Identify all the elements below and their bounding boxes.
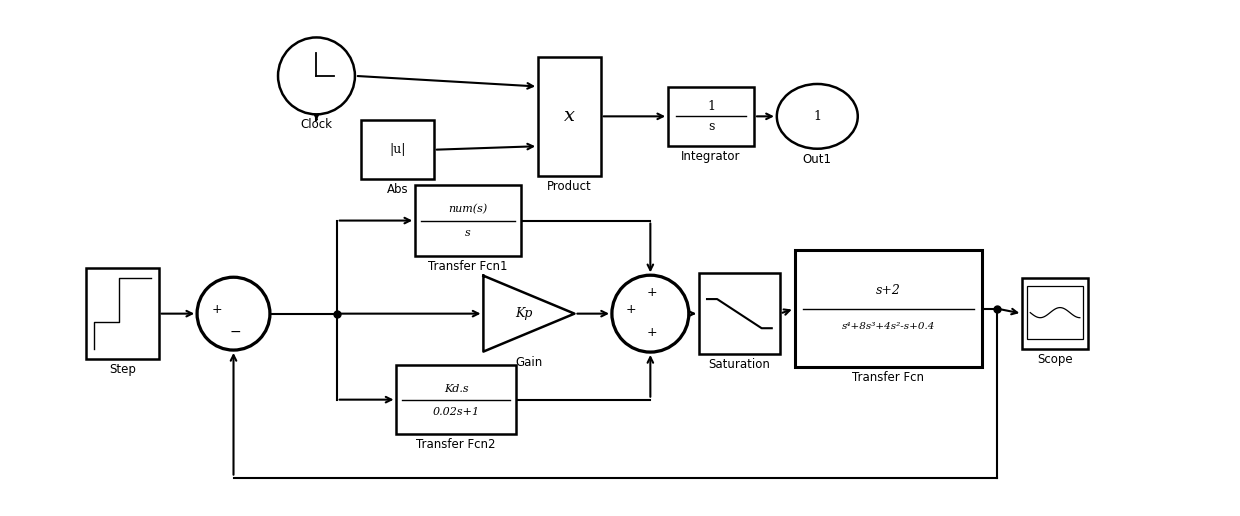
Text: 1: 1 — [813, 110, 821, 123]
Text: 1: 1 — [707, 100, 715, 112]
Text: s: s — [708, 120, 714, 133]
Bar — [361, 120, 434, 179]
Text: −: − — [229, 325, 242, 339]
Text: Transfer Fcn1: Transfer Fcn1 — [429, 260, 508, 273]
Bar — [795, 250, 982, 367]
Text: Transfer Fcn: Transfer Fcn — [852, 371, 924, 384]
Ellipse shape — [776, 84, 858, 149]
Circle shape — [278, 38, 355, 115]
Text: s⁴+8s³+4s²-s+0.4: s⁴+8s³+4s²-s+0.4 — [842, 322, 935, 331]
Bar — [1027, 286, 1083, 339]
Text: Scope: Scope — [1037, 353, 1073, 366]
Bar — [1022, 278, 1087, 349]
Bar — [415, 185, 521, 256]
Text: x: x — [564, 107, 575, 125]
Polygon shape — [484, 276, 574, 351]
Circle shape — [611, 275, 688, 352]
Text: s: s — [465, 228, 471, 238]
Text: +: + — [647, 286, 657, 299]
Text: Product: Product — [547, 180, 591, 193]
Text: Saturation: Saturation — [708, 358, 770, 371]
Text: Abs: Abs — [387, 183, 408, 196]
Text: num(s): num(s) — [449, 204, 487, 215]
Bar — [86, 268, 159, 359]
Bar — [397, 365, 516, 434]
Text: Step: Step — [109, 363, 135, 376]
Text: Out1: Out1 — [802, 153, 832, 166]
Bar — [668, 87, 754, 146]
Text: +: + — [647, 327, 657, 340]
Text: Kp: Kp — [515, 307, 532, 320]
Bar — [538, 57, 600, 176]
Text: 0.02s+1: 0.02s+1 — [433, 407, 480, 417]
Text: s+2: s+2 — [875, 284, 900, 297]
Text: +: + — [626, 303, 636, 316]
Text: Kd.s: Kd.s — [444, 383, 469, 394]
Circle shape — [197, 277, 270, 350]
Text: +: + — [212, 303, 222, 316]
Text: Integrator: Integrator — [681, 150, 740, 163]
Text: Clock: Clock — [300, 118, 332, 132]
Text: |u|: |u| — [389, 143, 405, 156]
Bar — [699, 273, 780, 354]
Text: Gain: Gain — [516, 356, 543, 368]
Text: Transfer Fcn2: Transfer Fcn2 — [417, 438, 496, 451]
